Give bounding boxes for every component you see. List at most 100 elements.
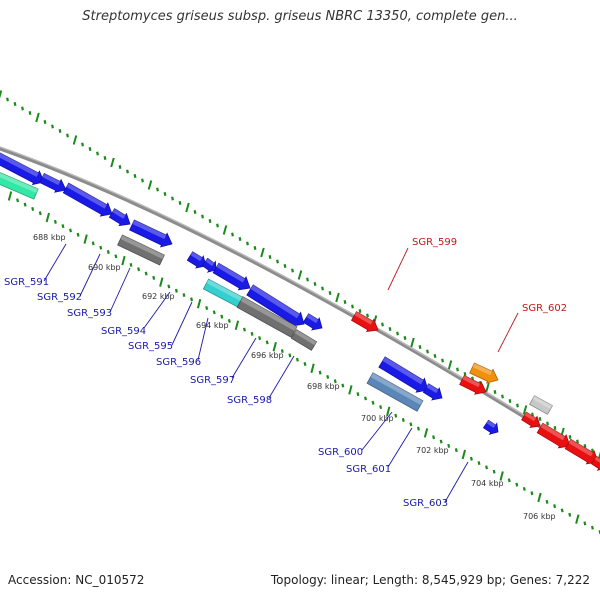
outer-tick xyxy=(222,225,228,235)
outer-tick xyxy=(88,147,92,151)
outer-tick xyxy=(291,268,294,273)
outer-tick xyxy=(328,291,332,295)
gene-label-sgr-594: SGR_594 xyxy=(101,326,146,337)
gene-label-sgr-603: SGR_603 xyxy=(403,498,448,509)
gene-arrow-sgr-597 xyxy=(212,262,251,291)
inner-tick xyxy=(288,353,292,358)
outer-tick xyxy=(253,246,257,250)
inner-tick xyxy=(272,342,277,352)
gene-arrow-red-2 xyxy=(459,374,487,395)
outer-tick xyxy=(178,201,182,205)
inner-tick xyxy=(31,206,35,211)
inner-tick xyxy=(38,211,42,216)
outer-tick xyxy=(35,112,40,123)
gene-label-sgr-597: SGR_597 xyxy=(190,375,235,386)
inner-tick xyxy=(333,379,337,384)
inner-tick xyxy=(76,232,80,237)
outer-tick xyxy=(321,286,324,291)
outer-tick xyxy=(531,412,534,417)
gene-label-sgr-592: SGR_592 xyxy=(37,292,82,303)
outer-tick xyxy=(366,313,369,318)
inner-tick xyxy=(545,499,549,504)
inner-tick xyxy=(205,306,209,310)
gene-arrow-red-6 xyxy=(590,455,600,471)
outer-tick xyxy=(126,169,129,174)
gene-arrow-small-3 xyxy=(422,383,443,401)
outer-tick xyxy=(246,241,249,246)
gene-box-light xyxy=(529,395,553,415)
gene-arrow-sgr-602-highlight xyxy=(472,363,493,376)
gene-arrow-sgr-598-highlight xyxy=(250,284,300,319)
outer-tick xyxy=(110,157,115,168)
inner-tick xyxy=(416,426,420,431)
inner-tick-ring xyxy=(7,191,600,534)
inner-tick xyxy=(326,374,330,379)
outer-tick xyxy=(276,259,279,264)
outer-tick xyxy=(343,300,347,304)
inner-tick xyxy=(515,482,519,487)
outer-tick xyxy=(313,282,317,286)
gene-label-sgr-591: SGR_591 xyxy=(4,277,49,288)
gene-arrow-sgr-593 xyxy=(62,182,113,217)
gene-arrow-sgr-592 xyxy=(39,172,67,193)
inner-tick xyxy=(83,234,88,244)
outer-tick xyxy=(103,156,107,160)
inner-tick xyxy=(129,262,133,267)
gene-box-light-highlight xyxy=(532,395,553,410)
gene-arrow-sgr-603-highlight xyxy=(486,420,496,429)
outer-tick xyxy=(358,309,362,313)
outer-tick xyxy=(516,403,519,408)
gene-box-gray-1-highlight xyxy=(120,235,165,260)
gene-box-gray-1 xyxy=(117,234,165,266)
kbp-label: 694 kbp xyxy=(196,321,229,330)
inner-tick xyxy=(137,267,141,272)
outer-tick xyxy=(141,178,144,183)
inner-tick xyxy=(553,504,557,509)
kbp-label: 702 kbp xyxy=(416,446,449,455)
leader-sgr-599 xyxy=(387,247,409,291)
inner-tick xyxy=(23,202,27,207)
inner-tick xyxy=(280,349,284,354)
gene-arrow-sgr-594 xyxy=(129,219,173,248)
outer-tick xyxy=(21,106,24,111)
leader-sgr-598 xyxy=(268,355,295,399)
outer-tick xyxy=(81,142,84,147)
inner-tick xyxy=(469,456,473,461)
inner-tick xyxy=(106,250,110,254)
outer-tick xyxy=(66,133,69,138)
outer-tick xyxy=(501,394,504,399)
inner-tick xyxy=(190,297,194,302)
gene-label-sgr-601: SGR_601 xyxy=(346,464,391,475)
outer-tick xyxy=(381,322,384,327)
gene-arrow-sgr-595-highlight xyxy=(190,251,203,262)
outer-tick xyxy=(410,337,415,348)
inner-tick xyxy=(69,228,72,233)
outer-tick xyxy=(216,223,219,228)
outer-tick xyxy=(388,327,392,331)
inner-tick xyxy=(492,469,496,474)
outer-tick xyxy=(118,165,122,169)
inner-tick xyxy=(53,219,57,224)
kbp-label: 700 kbp xyxy=(361,414,394,423)
outer-tick xyxy=(433,354,437,358)
outer-tick xyxy=(163,192,167,196)
gene-arrow-small-2 xyxy=(302,313,323,331)
outer-tick xyxy=(208,219,212,223)
gene-arrow-red-3-highlight xyxy=(524,412,536,422)
leader-sgr-591 xyxy=(43,243,67,282)
genome-backbone xyxy=(0,146,600,467)
outer-tick-ring xyxy=(0,90,600,460)
inner-tick xyxy=(568,512,572,517)
kbp-labels: 688 kbp 690 kbp 692 kbp 694 kbp 696 kbp 698 k… xyxy=(33,233,556,521)
outer-tick xyxy=(508,399,512,403)
map-title: Streptomyces griseus subsp. griseus NBRC… xyxy=(82,9,518,24)
inner-tick xyxy=(174,288,178,293)
inner-tick xyxy=(439,439,443,444)
genome-summary-text: Topology: linear; Length: 8,545,929 bp; … xyxy=(270,573,590,587)
gene-box-gray-2-highlight xyxy=(240,296,297,331)
inner-tick xyxy=(227,318,231,323)
gene-arrow-sgr-600 xyxy=(378,356,429,393)
outer-tick xyxy=(426,349,429,354)
inner-tick xyxy=(16,198,20,203)
